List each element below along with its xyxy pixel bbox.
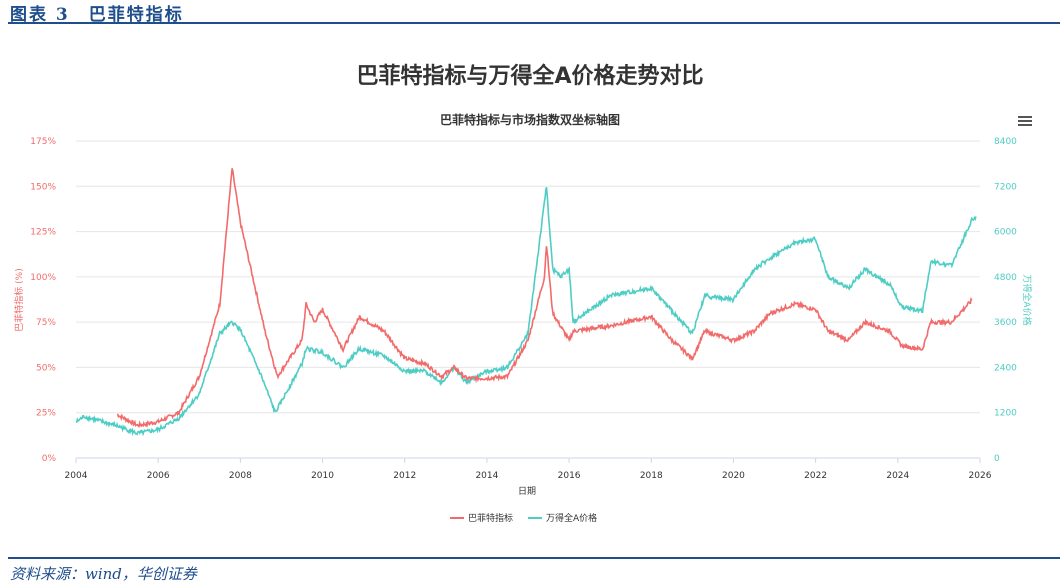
y2-axis-title: 万得全A价格: [1021, 274, 1033, 325]
figure-label: 图表 3 巴菲特指标: [10, 5, 184, 25]
legend-item[interactable]: 万得全A价格: [546, 512, 597, 524]
y2-tick-label: 7200: [994, 182, 1017, 192]
y-axis-title: 巴菲特指标 (%): [13, 268, 25, 331]
y2-tick-label: 8400: [994, 137, 1017, 147]
series-line-wind-a: [75, 187, 977, 437]
x-tick-label: 2016: [558, 471, 581, 481]
x-tick-label: 2010: [311, 471, 334, 481]
x-tick-label: 2024: [886, 471, 909, 481]
y-tick-label: 0%: [42, 454, 57, 464]
series-line-buffett: [117, 168, 973, 428]
x-tick-label: 2018: [640, 471, 663, 481]
y2-tick-label: 1200: [994, 409, 1017, 419]
y2-tick-label: 0: [994, 454, 1000, 464]
y2-tick-label: 6000: [994, 228, 1017, 238]
x-tick-label: 2026: [969, 471, 992, 481]
x-tick-label: 2012: [393, 471, 416, 481]
x-axis-title: 日期: [518, 486, 536, 497]
y2-tick-label: 3600: [994, 318, 1017, 328]
x-tick-label: 2004: [65, 471, 88, 481]
x-tick-label: 2008: [229, 471, 252, 481]
y-tick-label: 100%: [30, 273, 56, 283]
y-tick-label: 25%: [36, 409, 56, 419]
chart-title: 巴菲特指标与市场指数双坐标轴图: [440, 112, 620, 127]
main-title: 巴菲特指标与万得全A价格走势对比: [356, 64, 704, 89]
y2-tick-label: 4800: [994, 273, 1017, 283]
x-tick-label: 2020: [722, 471, 745, 481]
y-tick-label: 150%: [30, 182, 56, 192]
menu-icon[interactable]: [1018, 114, 1032, 128]
x-tick-label: 2022: [804, 471, 827, 481]
y-tick-label: 125%: [30, 228, 56, 238]
legend-item[interactable]: 巴菲特指标: [468, 512, 513, 524]
source-note: 资料来源：wind，华创证券: [10, 565, 197, 583]
y-tick-label: 75%: [36, 318, 56, 328]
y-tick-label: 50%: [36, 363, 56, 373]
y-tick-label: 175%: [30, 137, 56, 147]
header-divider: [8, 22, 1060, 24]
footer-divider: [8, 557, 1060, 559]
x-tick-label: 2006: [147, 471, 170, 481]
y2-tick-label: 2400: [994, 363, 1017, 373]
x-tick-label: 2014: [475, 471, 498, 481]
